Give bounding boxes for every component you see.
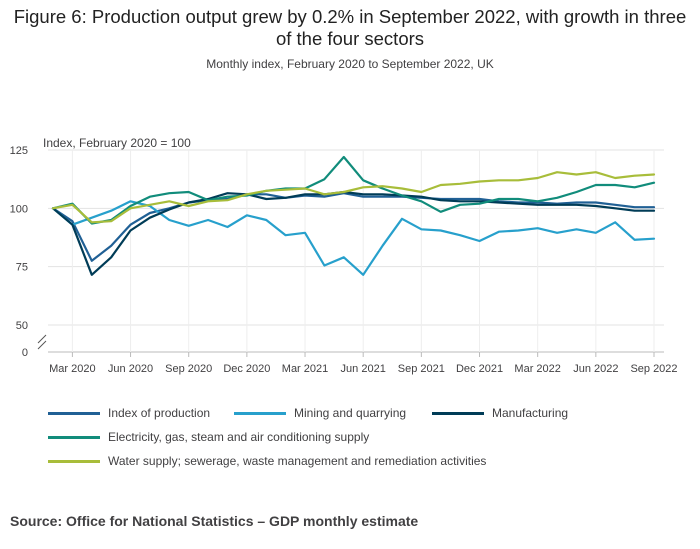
chart-subtitle: Monthly index, February 2020 to Septembe… (206, 57, 494, 71)
axes: 125 100 75 50 0 Mar 2020 Jun 2020 Sep 2020 Dec 2… (10, 145, 678, 375)
x-tick-label: Mar 2022 (514, 363, 560, 375)
legend-label: Index of production (108, 406, 211, 420)
legend-swatch (234, 411, 286, 415)
x-tick-label: Sep 2022 (630, 363, 677, 375)
legend-item: Mining and quarrying (234, 406, 406, 420)
legend-label: Water supply; sewerage, waste management… (108, 454, 487, 468)
legend-swatch (48, 459, 100, 463)
x-tick-label: Jun 2022 (573, 363, 618, 375)
x-tick-label: Mar 2021 (282, 363, 328, 375)
source-note: Source: Office for National Statistics –… (10, 513, 419, 529)
y-tick-label: 75 (16, 262, 28, 274)
legend-item: Index of production (48, 406, 210, 420)
y-tick-label: 0 (22, 347, 28, 359)
axis-break-mark (37, 334, 47, 344)
legend-label: Mining and quarrying (294, 406, 407, 420)
legend-swatch (48, 411, 100, 415)
legend-item: Water supply; sewerage, waste management… (48, 454, 486, 468)
series-line-3 (51, 190, 656, 276)
series-line-4 (51, 155, 656, 225)
x-tick-label: Jun 2020 (108, 363, 153, 375)
x-tick-label: Sep 2021 (398, 363, 445, 375)
x-tick-label: Dec 2020 (223, 363, 270, 375)
legend-item: Electricity, gas, steam and air conditio… (48, 430, 369, 444)
legend-label: Electricity, gas, steam and air conditio… (108, 430, 370, 444)
x-tick-label: Sep 2020 (165, 363, 212, 375)
y-axis-label: Index, February 2020 = 100 (43, 136, 191, 150)
y-tick-label: 50 (16, 320, 28, 332)
x-tick-label: Mar 2020 (49, 363, 95, 375)
axis-break-mark (37, 340, 47, 350)
series-line-2 (51, 200, 656, 276)
series-line-1 (51, 192, 656, 262)
series-line-5 (51, 171, 656, 224)
legend-item: Manufacturing (432, 406, 568, 420)
y-tick-label: 100 (10, 203, 28, 215)
x-tick-label: Jun 2021 (341, 363, 386, 375)
x-tick-label: Dec 2021 (456, 363, 503, 375)
grid-lines (48, 149, 664, 353)
y-tick-label: 125 (10, 145, 28, 157)
series-lines (51, 155, 656, 276)
legend-swatch (432, 411, 484, 415)
legend-label: Manufacturing (492, 406, 569, 420)
chart-title: Figure 6: Production output grew by 0.2%… (13, 6, 687, 49)
legend-swatch (48, 435, 100, 439)
